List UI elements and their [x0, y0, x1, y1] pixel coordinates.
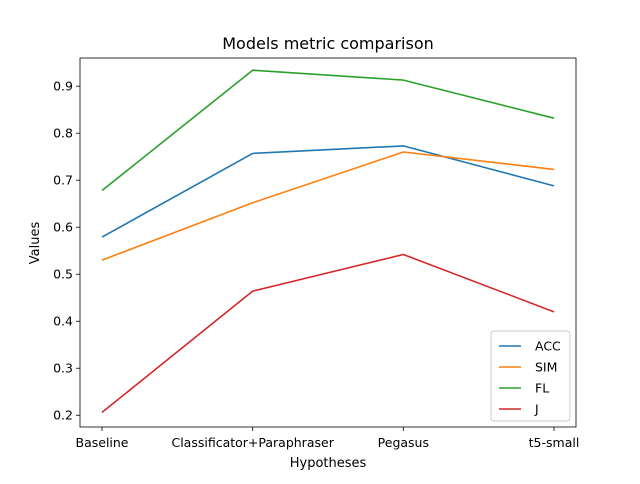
x-tick-label: Classificator+Paraphraser	[171, 435, 334, 450]
legend-label-fl: FL	[535, 381, 549, 396]
legend: ACC SIM FL J	[490, 330, 571, 422]
y-tick-label: 0.5	[53, 267, 73, 282]
y-tick-label: 0.9	[53, 79, 73, 94]
plot-area: 0.2 0.3 0.4 0.5 0.6 0.7 0.8 0.9 Baseline Classifi…	[53, 57, 580, 450]
legend-box	[490, 330, 571, 422]
series-line-sim	[101, 151, 555, 261]
x-tick-label: Pegasus	[378, 435, 429, 450]
legend-label-sim: SIM	[535, 360, 557, 375]
y-tick-label: 0.4	[53, 314, 73, 329]
y-tick-label: 0.6	[53, 220, 73, 235]
y-tick-label: 0.2	[53, 408, 73, 423]
x-tick-label: Baseline	[76, 435, 129, 450]
legend-label-acc: ACC	[535, 339, 561, 354]
series-line-fl	[101, 69, 555, 192]
y-axis-label: Values	[28, 222, 43, 265]
legend-label-j: J	[534, 402, 539, 417]
y-tick-label: 0.8	[53, 126, 73, 141]
y-tick-label: 0.3	[53, 361, 73, 376]
x-tick-label: t5-small	[529, 435, 580, 450]
x-axis-label: Hypotheses	[290, 456, 367, 471]
series-line-j	[101, 253, 555, 414]
series-line-acc	[101, 145, 555, 238]
y-tick-label: 0.7	[53, 173, 73, 188]
chart-title: Models metric comparison	[222, 34, 434, 53]
